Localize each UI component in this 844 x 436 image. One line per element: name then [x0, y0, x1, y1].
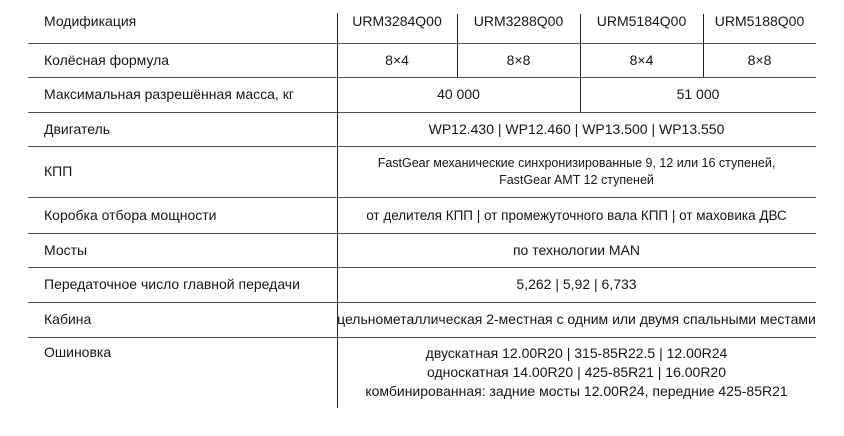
cell-value: по технологии MAN [512, 241, 641, 258]
row-label-modification: Модификация [44, 12, 137, 29]
cell-value: 40 000 [437, 86, 480, 102]
model-header-2: URM3288Q00 [473, 12, 564, 29]
row-pto: Коробка отбора мощности от делителя КПП … [28, 197, 816, 233]
cell-value: 8×8 [747, 51, 772, 68]
cell-value: 8×8 [506, 51, 531, 68]
cell-value: WP12.430 | WP12.460 | WP13.500 | WP13.55… [428, 120, 725, 137]
row-label: Ошиновка [44, 343, 112, 360]
row-axles: Мосты по технологии MAN [28, 233, 816, 267]
row-label: Кабина [44, 311, 92, 327]
model-header-3: URM5184Q00 [596, 12, 687, 29]
label-column-divider [337, 13, 338, 408]
column-divider-3 [703, 14, 704, 77]
row-gearbox: КПП FastGear механические синхронизирова… [28, 146, 816, 197]
cell-value: 8×4 [629, 51, 654, 68]
row-wheel-formula: Колёсная формула 8×4 8×8 8×4 8×8 [28, 43, 816, 77]
column-divider-1 [457, 14, 458, 77]
cell-value: 5,262 | 5,92 | 6,733 [516, 276, 637, 292]
cell-value: FastGear механические синхронизированные… [337, 146, 816, 197]
cell-value: 51 000 [676, 86, 720, 102]
row-tires: Ошиновка двускатная 12.00R20 | 315-85R22… [28, 337, 816, 436]
row-cab: Кабина цельнометаллическая 2-местная с о… [28, 302, 816, 337]
cell-value: цельнометаллическая 2-местная с одним ил… [337, 311, 816, 327]
model-header-1: URM3284Q00 [352, 12, 442, 29]
row-label: Передаточное число главной передачи [44, 276, 300, 292]
model-header-4: URM5188Q00 [714, 12, 805, 29]
row-label: Двигатель [44, 120, 111, 137]
row-label: Коробка отбора мощности [44, 206, 217, 223]
cell-line: односкатная 14.00R20 | 425-85R21 | 16.00… [426, 363, 727, 380]
cell-line: FastGear AMT 12 ступеней [499, 172, 654, 187]
cell-line: двускатная 12.00R20 | 315-85R22.5 | 12.0… [425, 344, 728, 361]
column-divider-2 [580, 14, 581, 112]
row-max-mass: Максимальная разрешённая масса, кг 40 00… [28, 77, 816, 112]
row-final-drive-ratio: Передаточное число главной передачи 5,26… [28, 267, 816, 302]
cell-value: двускатная 12.00R20 | 315-85R22.5 | 12.0… [337, 337, 816, 436]
row-label: Колёсная формула [44, 51, 170, 68]
row-label: КПП [44, 163, 73, 179]
row-engine: Двигатель WP12.430 | WP12.460 | WP13.500… [28, 112, 816, 146]
spec-table: Модификация URM3284Q00 URM3288Q00 URM518… [28, 0, 816, 436]
header-row: Модификация URM3284Q00 URM3288Q00 URM518… [28, 0, 816, 43]
row-label: Мосты [44, 241, 88, 258]
row-label: Максимальная разрешённая масса, кг [44, 86, 294, 102]
cell-line: комбинированная: задние мосты 12.00R24, … [365, 382, 788, 399]
cell-value: от делителя КПП | от промежуточного вала… [366, 207, 787, 223]
cell-value: 8×4 [385, 51, 409, 68]
cell-line: FastGear механические синхронизированные… [377, 156, 776, 170]
